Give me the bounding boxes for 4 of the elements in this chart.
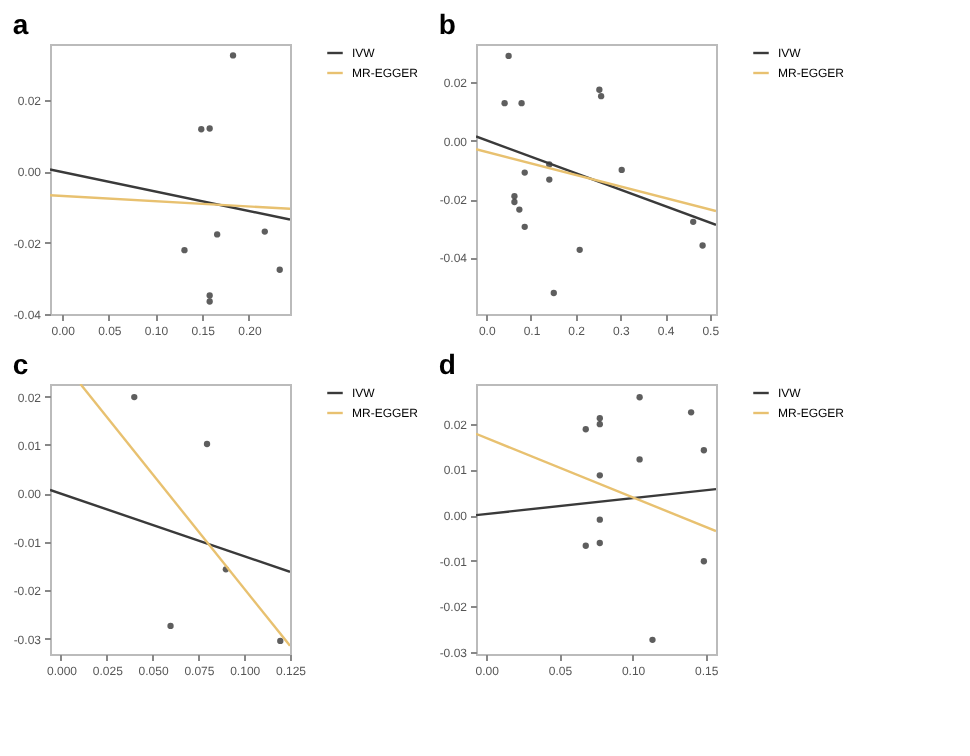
chart-title: b bbox=[438, 8, 456, 40]
chart-title: a bbox=[12, 8, 29, 40]
chart-title: d bbox=[438, 348, 456, 380]
chart-title: c bbox=[12, 348, 29, 380]
